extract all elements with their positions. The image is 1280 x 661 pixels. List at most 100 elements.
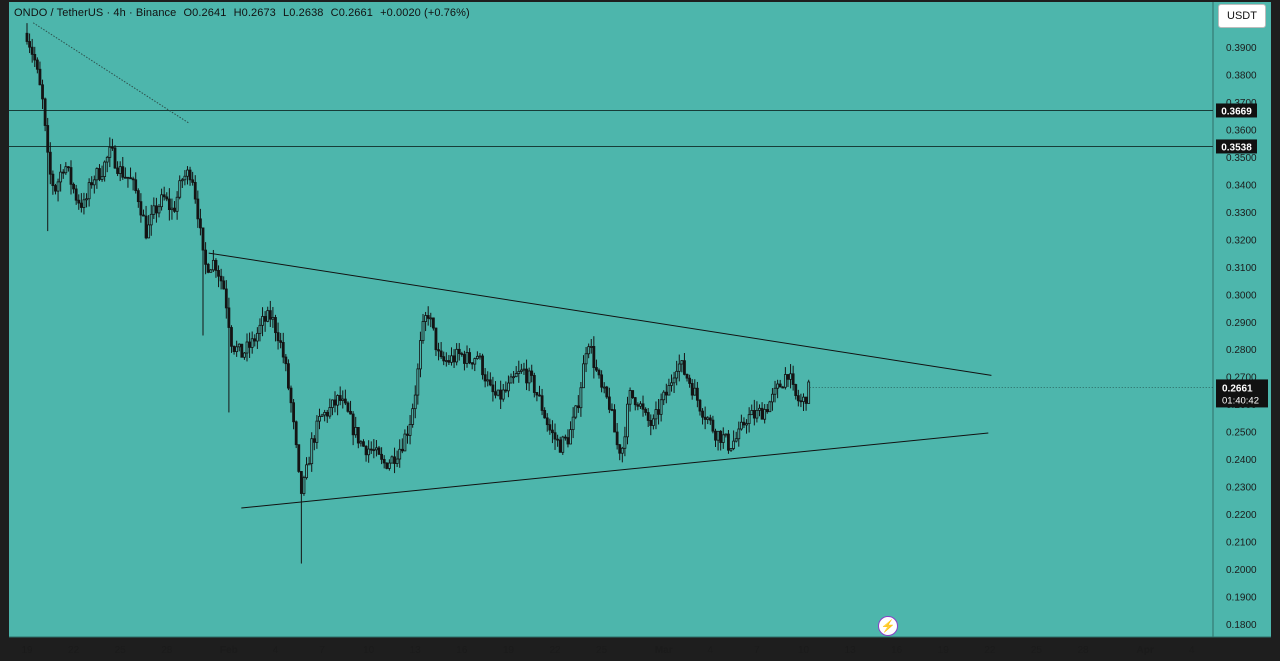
level-price-tag-label: 0.3538 xyxy=(1221,142,1252,153)
candle-down xyxy=(618,444,622,454)
x-tick-label: 25 xyxy=(596,645,608,656)
candle-down xyxy=(142,214,145,217)
candle-down xyxy=(191,179,195,183)
candle-down xyxy=(155,205,158,214)
candle-down xyxy=(703,416,707,420)
lightning-bolt-icon[interactable]: ⚡ xyxy=(878,616,898,636)
candle-down xyxy=(312,438,316,443)
candle-up xyxy=(737,428,741,440)
candle-down xyxy=(281,342,285,358)
candle-up xyxy=(336,395,340,406)
y-tick-label: 0.3300 xyxy=(1226,208,1257,219)
x-tick-label: 28 xyxy=(161,645,173,656)
candle-down xyxy=(227,307,231,328)
x-tick-label: 19 xyxy=(503,645,515,656)
candle-down xyxy=(641,403,645,410)
candle-up xyxy=(375,447,378,451)
candle-down xyxy=(566,437,570,445)
candle-down xyxy=(701,410,704,418)
candle-down xyxy=(778,383,782,388)
candle-down xyxy=(491,384,495,393)
legend-symbol[interactable]: ONDO / TetherUS · 4h · Binance xyxy=(14,7,177,19)
time-axis: 19 22 25 28 Feb 4 7 10 13 16 19 22 25 Mar 4 7 10 13 16 19 22… xyxy=(21,645,1195,656)
x-tick-label: 16 xyxy=(456,645,468,656)
x-tick-label: 22 xyxy=(549,645,561,656)
candle-down xyxy=(644,408,648,413)
candle-up xyxy=(768,401,772,413)
candle-down xyxy=(683,360,686,375)
candle-up xyxy=(732,440,736,449)
candle-up xyxy=(64,166,68,174)
candle-up xyxy=(783,374,787,388)
y-tick-label: 0.1800 xyxy=(1226,620,1257,631)
candles xyxy=(25,23,811,564)
candle-up xyxy=(667,385,671,396)
candle-down xyxy=(711,419,715,432)
candle-up xyxy=(359,441,363,444)
x-tick-label: 22 xyxy=(68,645,80,656)
candle-up xyxy=(680,360,684,365)
candle-down xyxy=(649,420,653,426)
y-tick-label: 0.3600 xyxy=(1226,125,1257,136)
candle-up xyxy=(180,179,184,182)
candle-up xyxy=(444,360,448,362)
candle-down xyxy=(134,179,138,192)
candle-up xyxy=(639,403,642,407)
candle-down xyxy=(61,171,65,174)
candle-up xyxy=(522,368,526,371)
candle-up xyxy=(672,377,676,384)
candle-down xyxy=(325,411,329,417)
candle-down xyxy=(351,413,355,436)
candle-down xyxy=(463,354,466,364)
candle-down xyxy=(452,355,456,363)
candle-up xyxy=(59,171,63,183)
candle-up xyxy=(421,321,425,342)
candle-up xyxy=(211,259,215,271)
candle-down xyxy=(188,169,192,181)
candle-down xyxy=(35,59,39,70)
currency-button[interactable]: USDT xyxy=(1218,4,1266,28)
candle-down xyxy=(144,215,148,239)
candle-down xyxy=(201,227,205,251)
candle-up xyxy=(729,448,733,451)
candle-up xyxy=(170,207,174,211)
candle-down xyxy=(535,392,539,396)
candle-down xyxy=(199,218,202,229)
candle-up xyxy=(390,456,394,464)
candle-down xyxy=(538,394,541,397)
candle-up xyxy=(739,421,743,430)
y-tick-label: 0.3200 xyxy=(1226,235,1257,246)
candle-down xyxy=(431,317,435,329)
candle-up xyxy=(237,343,241,348)
candle-down xyxy=(139,201,143,216)
candle-down xyxy=(426,315,430,319)
x-tick-label: 16 xyxy=(891,645,903,656)
candle-up xyxy=(398,448,402,460)
y-tick-label: 0.3500 xyxy=(1226,153,1257,164)
candle-up xyxy=(258,324,262,334)
candle-up xyxy=(310,438,314,465)
candle-down xyxy=(33,53,37,61)
y-tick-label: 0.2900 xyxy=(1226,318,1257,329)
candle-down xyxy=(382,458,386,464)
x-tick-label: 13 xyxy=(410,645,422,656)
candle-up xyxy=(802,396,805,402)
candle-down xyxy=(294,421,298,446)
candle-down xyxy=(372,449,376,452)
candle-down xyxy=(46,125,50,153)
candle-down xyxy=(799,400,803,403)
candle-down xyxy=(38,68,42,86)
y-tick-label: 0.3900 xyxy=(1226,43,1257,54)
candle-up xyxy=(82,199,86,208)
candle-up xyxy=(527,370,531,384)
candle-down xyxy=(222,280,226,290)
candle-down xyxy=(167,198,171,211)
x-tick-label: Feb xyxy=(220,645,238,656)
x-tick-label: 25 xyxy=(115,645,127,656)
y-tick-label: 0.3700 xyxy=(1226,98,1257,109)
x-tick-label: 7 xyxy=(319,645,325,656)
candle-up xyxy=(255,332,259,342)
candle-up xyxy=(186,169,189,177)
candle-up xyxy=(693,387,697,396)
